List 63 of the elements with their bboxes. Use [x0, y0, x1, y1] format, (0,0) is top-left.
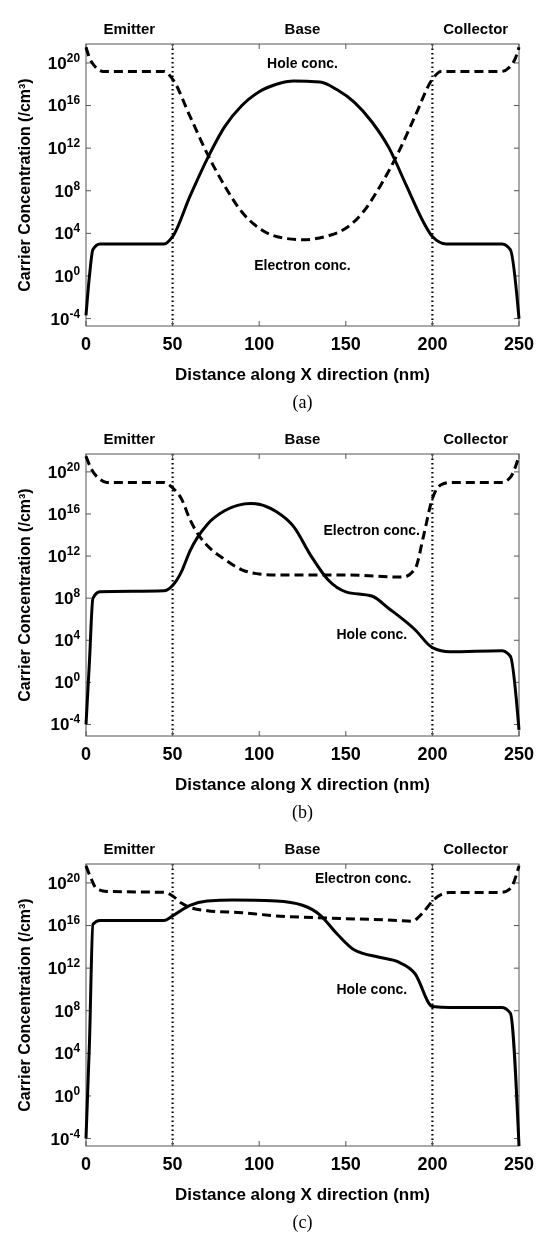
y-tick-label: 10$^{16}$: [47, 501, 81, 524]
y-axis-title: Carrier Concentration (/cm³): [16, 898, 33, 1112]
text: Base: [284, 840, 321, 857]
x-tick-label: 50: [162, 744, 183, 764]
y-tick-label: 10$^{0}$: [54, 263, 81, 286]
y-axis-title: Carrier Concentration (/cm³): [16, 78, 33, 292]
y-tick-label: 10$^{8}$: [54, 998, 81, 1021]
x-tick-label: 250: [503, 744, 535, 764]
y-tick-label: 10$^{0}$: [54, 1083, 81, 1106]
y-tick-label: 10$^{20}$: [47, 459, 81, 482]
y-tick-label: 10$^{20}$: [47, 50, 81, 73]
series-label: Electron conc.: [323, 522, 421, 539]
y-axis-title: Carrier Concentration (/cm³): [16, 488, 33, 702]
x-tick-label: 150: [330, 744, 361, 764]
x-tick-label: 150: [330, 1154, 361, 1174]
text: Emitter: [103, 20, 156, 37]
x-axis-title: Distance along X direction (nm): [174, 365, 431, 384]
text: Emitter: [103, 840, 156, 857]
y-tick-label: 10$^{-4}$: [50, 306, 81, 329]
x-tick-label: 100: [244, 334, 275, 354]
x-tick-label: 150: [330, 334, 361, 354]
y-tick-label: 10$^{8}$: [54, 178, 81, 201]
x-tick-label: 50: [162, 334, 183, 354]
series-label: Hole conc.: [336, 981, 408, 998]
text: Base: [284, 20, 321, 37]
text: (a): [292, 392, 313, 413]
y-tick-label: 10$^{12}$: [47, 136, 81, 159]
y-tick-label: 10$^{-4}$: [50, 1126, 81, 1149]
x-tick-label: 200: [417, 1154, 448, 1174]
x-tick-label: 250: [503, 1154, 535, 1174]
series-label: Electron conc.: [254, 257, 351, 274]
x-tick-label: 50: [162, 1154, 183, 1174]
x-tick-label: 0: [80, 1154, 92, 1174]
x-tick-label: 100: [244, 744, 275, 764]
y-tick-label: 10$^{12}$: [47, 956, 81, 979]
text: Base: [284, 430, 321, 447]
text: (b): [292, 802, 313, 823]
text: Collector: [443, 20, 509, 37]
y-tick-label: 10$^{4}$: [54, 628, 81, 651]
x-tick-label: 200: [417, 334, 448, 354]
y-tick-label: 10$^{4}$: [54, 1041, 81, 1064]
y-tick-label: 10$^{-4}$: [50, 712, 81, 735]
x-tick-label: 200: [417, 744, 448, 764]
series-label: Hole conc.: [336, 626, 408, 643]
y-tick-label: 10$^{0}$: [54, 670, 81, 693]
y-tick-label: 10$^{4}$: [54, 221, 81, 244]
y-tick-label: 10$^{16}$: [47, 913, 81, 936]
x-tick-label: 0: [80, 334, 92, 354]
x-tick-label: 250: [503, 334, 535, 354]
series-label: Hole conc.: [267, 54, 338, 71]
x-axis-title: Distance along X direction (nm): [174, 1185, 431, 1204]
x-tick-label: 100: [244, 1154, 275, 1174]
x-axis-title: Distance along X direction (nm): [174, 775, 431, 794]
x-tick-label: 0: [80, 744, 92, 764]
text: (c): [292, 1212, 313, 1233]
series-label: Electron conc.: [314, 870, 412, 886]
y-tick-label: 10$^{8}$: [54, 586, 81, 609]
text: Collector: [443, 840, 509, 857]
text: Emitter: [103, 430, 156, 447]
y-tick-label: 10$^{20}$: [47, 870, 81, 893]
y-tick-label: 10$^{16}$: [47, 93, 81, 116]
text: Collector: [443, 430, 509, 447]
y-tick-label: 10$^{12}$: [47, 544, 81, 567]
